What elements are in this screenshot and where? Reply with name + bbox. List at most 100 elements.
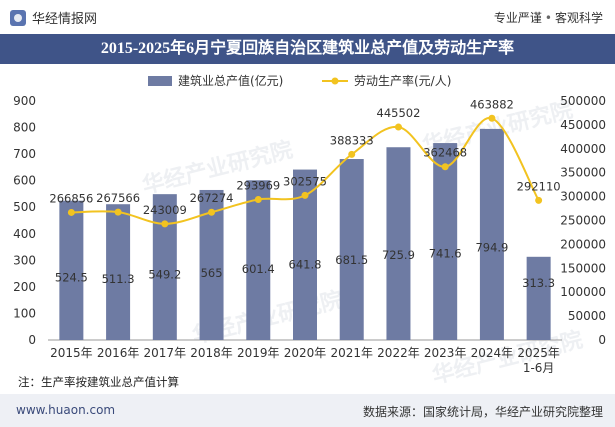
y-right-tick-label: 500000 — [560, 94, 606, 108]
x-tick-label: 2019年 — [237, 346, 280, 360]
bar — [386, 147, 411, 340]
chart-title: 2015-2025年6月宁夏回族自治区建筑业总产值及劳动生产率 — [100, 40, 515, 57]
y-right-tick-label: 400000 — [560, 142, 606, 156]
data-source: 数据来源：国家统计局，华经产业研究院整理 — [362, 405, 603, 419]
line-data-label: 293969 — [236, 178, 280, 192]
x-tick-label: 2021年 — [330, 346, 373, 360]
tagline-separator: • — [544, 11, 552, 25]
title-bar: 2015-2025年6月宁夏回族自治区建筑业总产值及劳动生产率 — [0, 34, 615, 64]
bar — [246, 180, 271, 340]
line-data-label: 362468 — [423, 146, 467, 160]
line-data-label: 302575 — [283, 174, 327, 188]
legend: 建筑业总产值(亿元) 劳动生产率(元/人) — [148, 73, 451, 88]
line-point — [535, 196, 543, 204]
y-left-tick-label: 300 — [13, 253, 36, 267]
y-axis-left: 0 100 200 300 400 500 600 700 800 900 — [13, 94, 562, 347]
top-bar: 华经情报网 专业严谨 • 客观科学 — [0, 0, 615, 34]
line-data-label: 243009 — [143, 203, 187, 217]
bar — [59, 200, 84, 340]
y-right-tick-label: 450000 — [560, 118, 606, 132]
bar — [526, 256, 551, 340]
bar-data-label: 641.8 — [289, 257, 322, 271]
x-tick-label: 2023年 — [424, 346, 467, 360]
x-tick-label: 2018年 — [190, 346, 233, 360]
line-data-label: 267566 — [96, 191, 140, 205]
y-right-tick-label: 0 — [598, 333, 606, 347]
y-right-tick-label: 50000 — [568, 309, 606, 323]
y-right-tick-label: 100000 — [560, 285, 606, 299]
y-right-tick-label: 150000 — [560, 261, 606, 275]
bar — [433, 143, 458, 340]
y-left-tick-label: 800 — [13, 121, 36, 135]
line-point — [301, 191, 309, 199]
brand-name: 华经情报网 — [32, 12, 98, 27]
x-tick-label: 2020年 — [284, 346, 327, 360]
bar — [106, 204, 131, 340]
line-point — [254, 195, 262, 203]
y-left-tick-label: 600 — [13, 174, 36, 188]
bar — [152, 194, 177, 340]
site-link[interactable]: www.huaon.com — [16, 403, 116, 417]
y-right-tick-label: 250000 — [560, 214, 606, 228]
y-left-tick-label: 200 — [13, 280, 36, 294]
legend-line-label: 劳动生产率(元/人) — [354, 73, 451, 88]
bar-data-label: 549.2 — [148, 268, 181, 282]
line-point — [161, 220, 169, 228]
y-right-tick-label: 200000 — [560, 237, 606, 251]
brand[interactable]: 华经情报网 — [10, 8, 97, 27]
bar-data-label: 681.5 — [335, 253, 368, 267]
x-tick-label: 2016年 — [97, 346, 140, 360]
tagline: 专业严谨 • 客观科学 — [494, 9, 603, 26]
y-right-tick-label: 300000 — [560, 190, 606, 204]
x-tick-label: 2025年 — [517, 346, 560, 360]
footer: www.huaon.com 数据来源：国家统计局，华经产业研究院整理 — [0, 394, 615, 427]
x-tick-label: 2017年 — [144, 346, 187, 360]
y-left-tick-label: 500 — [13, 200, 36, 214]
y-left-tick-label: 900 — [13, 94, 36, 108]
bar — [479, 128, 504, 340]
x-tick-label: 2015年 — [50, 346, 93, 360]
x-tick-label: 2022年 — [377, 346, 420, 360]
legend-line-marker — [331, 77, 339, 85]
x-tick-label: 1-6月 — [523, 361, 555, 375]
bar-data-label: 511.3 — [102, 272, 135, 286]
bar-data-label: 725.9 — [382, 248, 415, 262]
legend-bar-swatch — [148, 76, 172, 86]
footnote: 注：生产率按建筑业总产值计算 — [18, 375, 179, 389]
line-data-label: 388333 — [330, 133, 374, 147]
line-point — [114, 208, 122, 216]
bar-data-label: 565 — [201, 266, 223, 280]
line-point — [394, 123, 402, 131]
line-point — [208, 208, 216, 216]
x-axis: 2015年 2016年 2017年 2018年 2019年 2020年 2021年 2022年… — [50, 346, 560, 375]
line-point — [67, 208, 75, 216]
chart: 建筑业总产值(亿元) 劳动生产率(元/人) 0 100 200 300 400 500 600… — [13, 73, 606, 375]
line-data-label: 292110 — [517, 179, 561, 193]
y-left-tick-label: 400 — [13, 227, 36, 241]
line-data-label: 267274 — [190, 191, 234, 205]
bar-series: 524.5 511.3 549.2 565 601.4 641.8 681.5 725.9 74… — [55, 128, 555, 340]
line-point — [441, 163, 449, 171]
line-data-label: 445502 — [377, 106, 421, 120]
bar-data-label: 794.9 — [475, 240, 508, 254]
tagline-right: 客观科学 — [554, 11, 603, 25]
legend-bar-label: 建筑业总产值(亿元) — [178, 73, 283, 88]
tagline-left: 专业严谨 — [493, 11, 542, 25]
bar-data-label: 524.5 — [55, 271, 88, 285]
y-left-tick-label: 0 — [28, 333, 36, 347]
y-left-tick-label: 100 — [13, 306, 36, 320]
bar-data-label: 313.3 — [522, 276, 555, 290]
y-left-tick-label: 700 — [13, 147, 36, 161]
y-right-tick-label: 350000 — [560, 166, 606, 180]
line-data-label: 266856 — [49, 191, 93, 205]
huajing-logo-icon — [10, 9, 26, 26]
bar-data-label: 741.6 — [429, 246, 462, 260]
line-point — [348, 150, 356, 158]
y-axis-right: 0 50000 100000 150000 200000 250000 300000 3500… — [560, 94, 606, 347]
bar-data-label: 601.4 — [242, 262, 275, 276]
line-point — [488, 114, 496, 122]
x-tick-label: 2024年 — [471, 346, 514, 360]
line-data-label: 463882 — [470, 97, 514, 111]
line-path — [71, 117, 540, 225]
